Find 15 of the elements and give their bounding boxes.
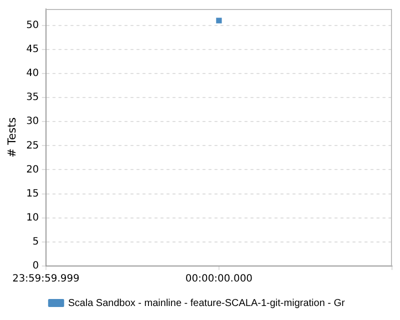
- x-tick-label: 23:59:59.999: [12, 274, 80, 285]
- legend-label: Scala Sandbox - mainline - feature-SCALA-1-git-migration - Gr: [68, 298, 346, 309]
- y-tick-label: 10: [26, 212, 39, 224]
- y-axis-title: # Tests: [5, 117, 18, 158]
- y-tick-label: 20: [26, 164, 39, 176]
- y-tick-label: 0: [32, 260, 39, 272]
- y-tick-label: 35: [26, 92, 39, 104]
- x-tick-label: 00:00:00.000: [185, 274, 253, 285]
- y-tick-label: 45: [26, 44, 39, 56]
- y-tick-label: 25: [26, 140, 39, 152]
- y-tick-label: 40: [26, 68, 39, 80]
- y-tick-label: 15: [26, 188, 39, 200]
- y-tick-label: 30: [26, 116, 39, 128]
- y-tick-label: 50: [26, 20, 39, 31]
- y-tick-label: 5: [32, 236, 39, 248]
